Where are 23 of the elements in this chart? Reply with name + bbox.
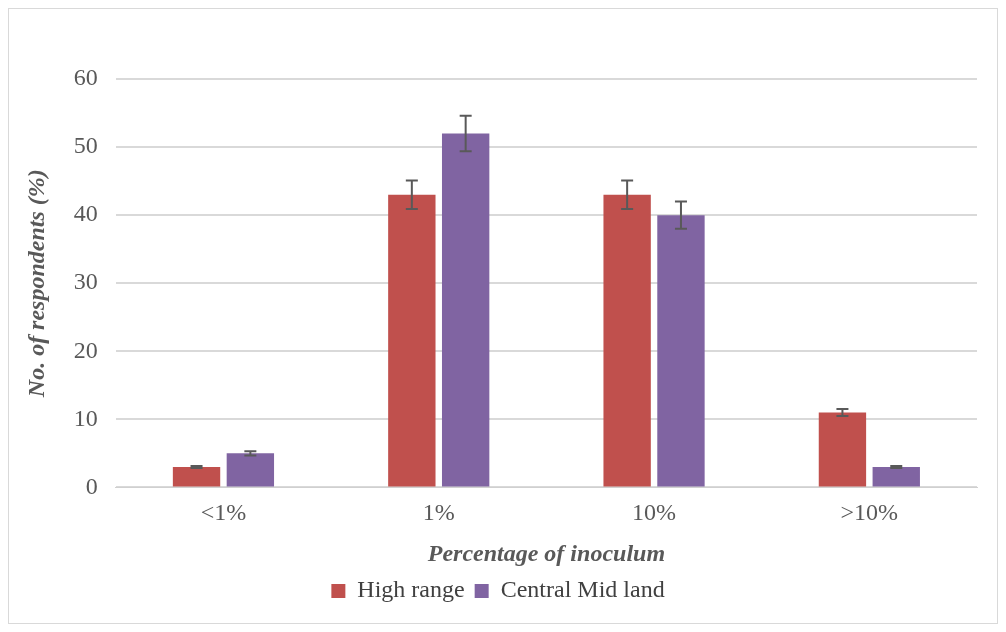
bar [172, 466, 221, 487]
legend-label: High range [357, 576, 465, 603]
y-tick-label: 40 [73, 200, 98, 227]
x-tick-label: <1% [200, 499, 247, 526]
legend-label: Central Mid land [500, 576, 665, 603]
bar [603, 194, 651, 487]
x-tick-label: 1% [422, 499, 455, 526]
y-tick-label: 20 [73, 336, 98, 363]
x-tick-label: 10% [632, 499, 677, 526]
bar [226, 453, 275, 487]
y-axis-title: No. of respondents (%) [22, 169, 49, 399]
bar [388, 194, 436, 487]
y-tick-label: 60 [73, 64, 98, 91]
x-axis-title: Percentage of inoculum [426, 539, 666, 566]
y-tick-label: 0 [85, 472, 98, 499]
y-tick-label: 10 [73, 404, 98, 431]
bar [657, 215, 705, 487]
bar [441, 133, 490, 487]
y-tick-label: 30 [73, 268, 98, 295]
bar [872, 466, 920, 487]
y-tick-label: 50 [73, 132, 98, 159]
x-tick-label: >10% [840, 499, 899, 526]
bar [818, 412, 867, 487]
